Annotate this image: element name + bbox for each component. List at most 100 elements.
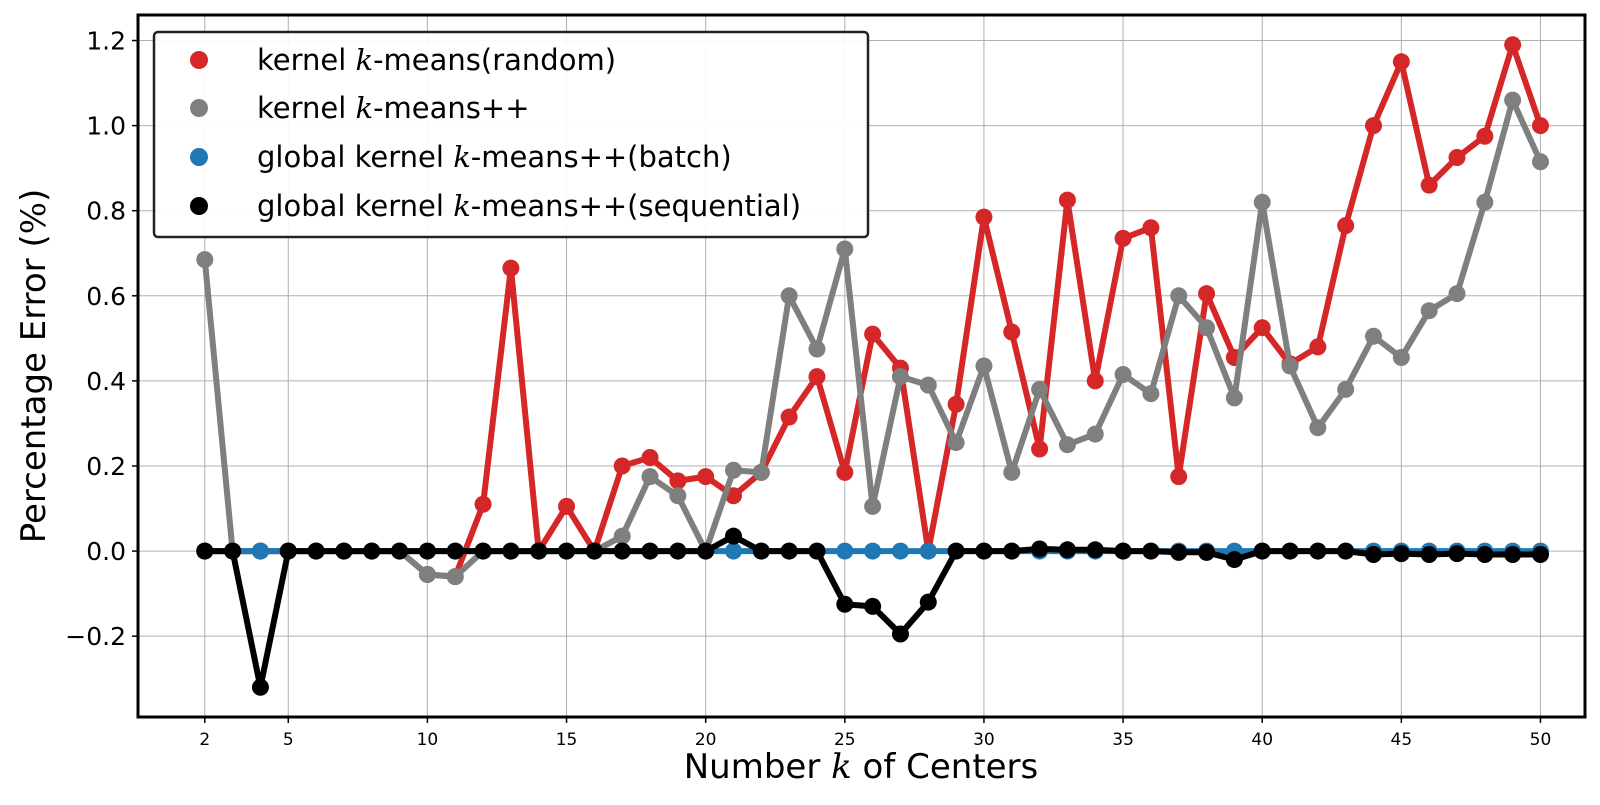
y-tick-label: 0.6 <box>86 282 126 311</box>
plot-area-frame <box>136 13 1587 719</box>
data-point-random <box>1448 149 1466 167</box>
data-point-batch <box>836 542 854 560</box>
data-point-random <box>1504 36 1522 54</box>
data-point-random <box>1420 176 1438 194</box>
data-point-random <box>641 448 659 466</box>
x-tick-label: 20 <box>695 730 717 750</box>
data-point-random <box>1309 338 1327 356</box>
legend-marker-kmeanspp <box>190 99 208 117</box>
data-point-kmeanspp <box>1337 380 1355 398</box>
data-point-sequential <box>1392 545 1410 563</box>
x-tick-label: 10 <box>417 730 439 750</box>
data-point-sequential <box>363 542 381 560</box>
data-point-sequential <box>891 625 909 643</box>
y-tick-label: 0.4 <box>86 367 126 396</box>
data-point-sequential <box>697 542 715 560</box>
data-point-random <box>1531 117 1549 135</box>
data-point-kmeanspp <box>1309 419 1327 437</box>
data-point-kmeanspp <box>808 340 826 358</box>
y-tick-label: 1.0 <box>86 112 126 141</box>
data-point-random <box>947 395 965 413</box>
data-point-random <box>1253 319 1271 337</box>
data-point-kmeanspp <box>418 565 436 583</box>
data-point-random <box>1392 53 1410 71</box>
x-tick-label: 5 <box>283 730 294 750</box>
data-point-random <box>1365 117 1383 135</box>
data-point-sequential <box>279 542 297 560</box>
data-point-sequential <box>613 542 631 560</box>
x-tick-label: 2 <box>199 730 210 750</box>
data-point-kmeanspp <box>1170 287 1188 305</box>
data-point-kmeanspp <box>752 463 770 481</box>
data-point-sequential <box>1058 541 1076 559</box>
data-point-kmeanspp <box>1392 348 1410 366</box>
data-point-sequential <box>919 593 937 611</box>
data-point-sequential <box>530 542 548 560</box>
data-point-sequential <box>502 542 520 560</box>
data-point-kmeanspp <box>1031 380 1049 398</box>
data-point-kmeanspp <box>1114 366 1132 384</box>
y-tick-label: −0.2 <box>65 622 126 651</box>
data-point-kmeanspp <box>919 376 937 394</box>
legend-box <box>152 30 870 239</box>
data-point-random <box>1476 127 1494 145</box>
data-point-sequential <box>1476 545 1494 563</box>
data-point-sequential <box>1365 545 1383 563</box>
data-point-sequential <box>1531 545 1549 563</box>
data-point-random <box>697 468 715 486</box>
data-point-random <box>474 495 492 513</box>
data-point-batch <box>251 542 269 560</box>
legend-label-random: kernel k-means(random) <box>257 43 616 77</box>
data-point-kmeanspp <box>1504 91 1522 109</box>
data-point-kmeanspp <box>1365 327 1383 345</box>
data-point-random <box>613 457 631 475</box>
data-point-sequential <box>307 542 325 560</box>
data-point-random <box>808 368 826 386</box>
data-point-sequential <box>335 542 353 560</box>
y-tick-label: 0.8 <box>86 197 126 226</box>
data-point-kmeanspp <box>1448 285 1466 303</box>
data-point-kmeanspp <box>1281 357 1299 375</box>
data-point-random <box>836 463 854 481</box>
data-point-kmeanspp <box>1476 193 1494 211</box>
data-point-sequential <box>808 542 826 560</box>
legend-marker-batch <box>190 148 208 166</box>
data-point-kmeanspp <box>1531 153 1549 171</box>
data-point-sequential <box>1253 542 1271 560</box>
axis-ticks: 2 5 10 15 20 25 30 35 40 45 50−0.20.00.20.40.60.81… <box>65 27 1551 750</box>
x-tick-label: 45 <box>1391 730 1413 750</box>
data-point-sequential <box>1003 542 1021 560</box>
legend-label-batch: global kernel k-means++(batch) <box>257 140 732 174</box>
data-point-sequential <box>947 542 965 560</box>
data-point-sequential <box>446 542 464 560</box>
data-point-sequential <box>418 542 436 560</box>
data-point-sequential <box>391 542 409 560</box>
legend: kernel k-means(random) kernel k-means++ … <box>152 30 870 239</box>
data-point-sequential <box>558 542 576 560</box>
data-point-kmeanspp <box>196 251 214 269</box>
data-point-kmeanspp <box>836 240 854 258</box>
data-point-sequential <box>975 542 993 560</box>
x-tick-label: 25 <box>834 730 856 750</box>
data-point-random <box>1142 219 1160 237</box>
data-point-sequential <box>780 542 798 560</box>
data-point-random <box>1170 468 1188 486</box>
legend-label-kmeanspp: kernel k-means++ <box>257 91 530 125</box>
x-tick-label: 35 <box>1112 730 1134 750</box>
data-point-kmeanspp <box>864 497 882 515</box>
y-tick-label: 0.0 <box>86 537 126 566</box>
data-point-random <box>1031 440 1049 458</box>
x-axis-title: Number k of Centers <box>684 747 1039 787</box>
data-point-random <box>864 325 882 343</box>
data-point-sequential <box>641 542 659 560</box>
data-point-sequential <box>1114 542 1132 560</box>
data-point-kmeanspp <box>1253 193 1271 211</box>
x-tick-label: 30 <box>973 730 995 750</box>
data-point-sequential <box>1031 540 1049 558</box>
data-point-batch <box>864 542 882 560</box>
data-point-sequential <box>1170 543 1188 561</box>
series-layer <box>196 36 1549 696</box>
data-point-sequential <box>1281 542 1299 560</box>
y-tick-label: 0.2 <box>86 452 126 481</box>
